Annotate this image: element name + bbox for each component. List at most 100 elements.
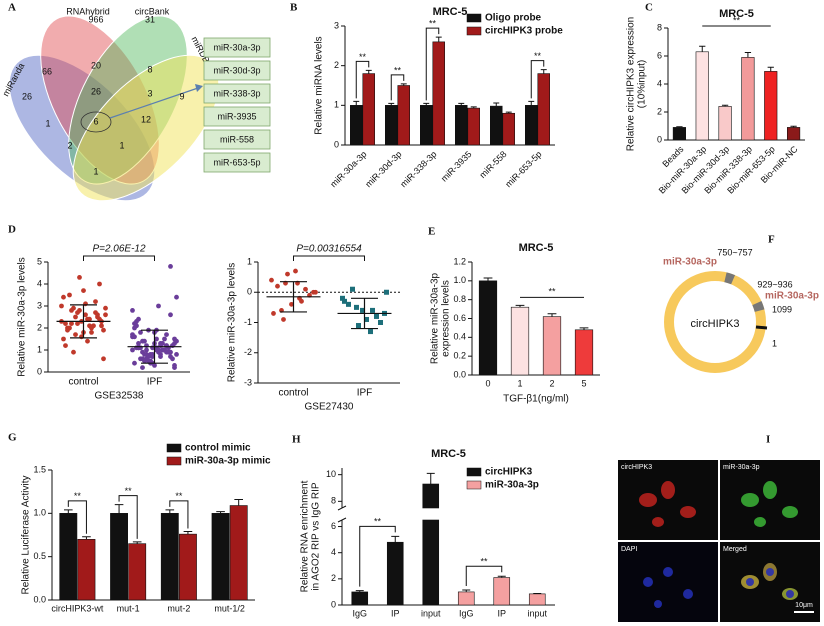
point bbox=[293, 268, 298, 274]
y-tick-label: 8 bbox=[331, 496, 336, 506]
mirna-label: miR-653-5p bbox=[213, 157, 260, 167]
point bbox=[364, 316, 370, 322]
x-tick-label: IgG bbox=[352, 608, 367, 618]
point bbox=[168, 354, 173, 359]
point bbox=[95, 312, 100, 318]
point bbox=[61, 336, 66, 342]
venn-count: 1 bbox=[93, 166, 98, 176]
x-tick-label: IPF bbox=[357, 388, 373, 399]
panel-label: H bbox=[292, 434, 301, 446]
venn-count: 1 bbox=[119, 140, 124, 150]
venn-count: 31 bbox=[145, 14, 155, 24]
point bbox=[101, 327, 106, 333]
point bbox=[138, 356, 143, 362]
point bbox=[172, 341, 177, 346]
x-tick-label: circHIPK3-wt bbox=[51, 603, 104, 613]
y-tick-label: 8 bbox=[657, 22, 662, 32]
chart-title: MRC-5 bbox=[433, 6, 468, 18]
y-axis-label: expression levels bbox=[441, 280, 452, 357]
error-bar bbox=[435, 36, 442, 42]
bar bbox=[490, 105, 503, 146]
end-position: 1099 bbox=[772, 304, 792, 314]
point bbox=[349, 286, 355, 292]
p-value: P=0.00316554 bbox=[296, 244, 362, 255]
y-axis-label: Relative circHIPK3 expression bbox=[626, 17, 637, 152]
bar bbox=[537, 73, 550, 146]
legend-swatch bbox=[166, 443, 182, 453]
axis-break bbox=[337, 517, 347, 523]
y-tick-label: 10 bbox=[326, 469, 336, 479]
y-tick-label: 1.0 bbox=[33, 508, 46, 518]
legend-swatch bbox=[466, 480, 482, 490]
error-bar bbox=[234, 498, 243, 506]
x-tick-label: control bbox=[278, 388, 308, 399]
site-position: 750~757 bbox=[717, 247, 752, 257]
bar bbox=[385, 105, 398, 146]
bar bbox=[528, 593, 546, 606]
x-tick-label: 5 bbox=[581, 378, 586, 388]
panel-label: B bbox=[290, 2, 298, 14]
point bbox=[83, 312, 88, 318]
site-label: miR-30a-3p bbox=[663, 257, 717, 268]
bar bbox=[741, 57, 755, 141]
point bbox=[160, 341, 165, 346]
point bbox=[101, 356, 106, 362]
legend-swatch bbox=[466, 13, 482, 23]
bar bbox=[422, 483, 440, 509]
point bbox=[75, 310, 80, 315]
error-bar bbox=[721, 104, 729, 107]
point bbox=[313, 289, 318, 295]
point bbox=[89, 330, 94, 335]
point bbox=[130, 347, 135, 353]
y-tick-label: 0 bbox=[657, 134, 662, 144]
y-tick-label: 3 bbox=[37, 300, 42, 310]
significance-bracket bbox=[425, 27, 440, 101]
point bbox=[77, 275, 82, 280]
y-tick-label: -1 bbox=[244, 317, 252, 327]
image-label: miR-30a-3p bbox=[723, 464, 760, 471]
mirna-box bbox=[203, 37, 271, 58]
bar bbox=[362, 73, 375, 146]
point bbox=[65, 327, 70, 333]
bar bbox=[764, 71, 778, 141]
point bbox=[150, 352, 155, 357]
point bbox=[339, 295, 345, 301]
x-tick-label: miR-653-5p bbox=[503, 149, 543, 189]
legend-label: miR-30a-3p bbox=[485, 480, 539, 491]
p-value: P=2.06E-12 bbox=[92, 244, 146, 255]
point bbox=[81, 288, 86, 293]
micrographs bbox=[618, 460, 820, 622]
error-bar bbox=[353, 100, 360, 106]
venn-count: 26 bbox=[22, 91, 32, 101]
panel-label: G bbox=[8, 432, 17, 444]
bar bbox=[422, 519, 440, 606]
y-tick-label: 2 bbox=[331, 573, 336, 583]
y-tick-label: -3 bbox=[244, 377, 252, 387]
y-tick-label: 0.6 bbox=[453, 313, 466, 323]
significance-bracket bbox=[355, 60, 370, 99]
mirna-label: miR-30a-3p bbox=[213, 42, 260, 52]
y-tick-label: 0.2 bbox=[453, 351, 466, 361]
point bbox=[271, 311, 276, 316]
y-axis-label: Relative miRNA levels bbox=[314, 36, 325, 134]
error-bar bbox=[744, 52, 752, 58]
y-tick-label: 0.0 bbox=[453, 369, 466, 379]
panel-label: E bbox=[428, 226, 435, 238]
point bbox=[140, 365, 145, 370]
point bbox=[67, 292, 72, 298]
significance-label: ** bbox=[394, 65, 402, 75]
bar bbox=[397, 85, 410, 146]
bar bbox=[229, 505, 248, 601]
panel-label: C bbox=[645, 2, 653, 14]
mirna-label: miR-3935 bbox=[217, 111, 256, 121]
significance-bracket bbox=[359, 525, 396, 587]
point bbox=[353, 304, 359, 310]
venn-count: 9 bbox=[179, 91, 184, 101]
point bbox=[130, 308, 135, 313]
point bbox=[69, 321, 74, 326]
significance-bracket bbox=[67, 500, 87, 534]
point bbox=[345, 301, 351, 307]
point bbox=[136, 341, 141, 346]
significance-bracket bbox=[83, 255, 155, 261]
